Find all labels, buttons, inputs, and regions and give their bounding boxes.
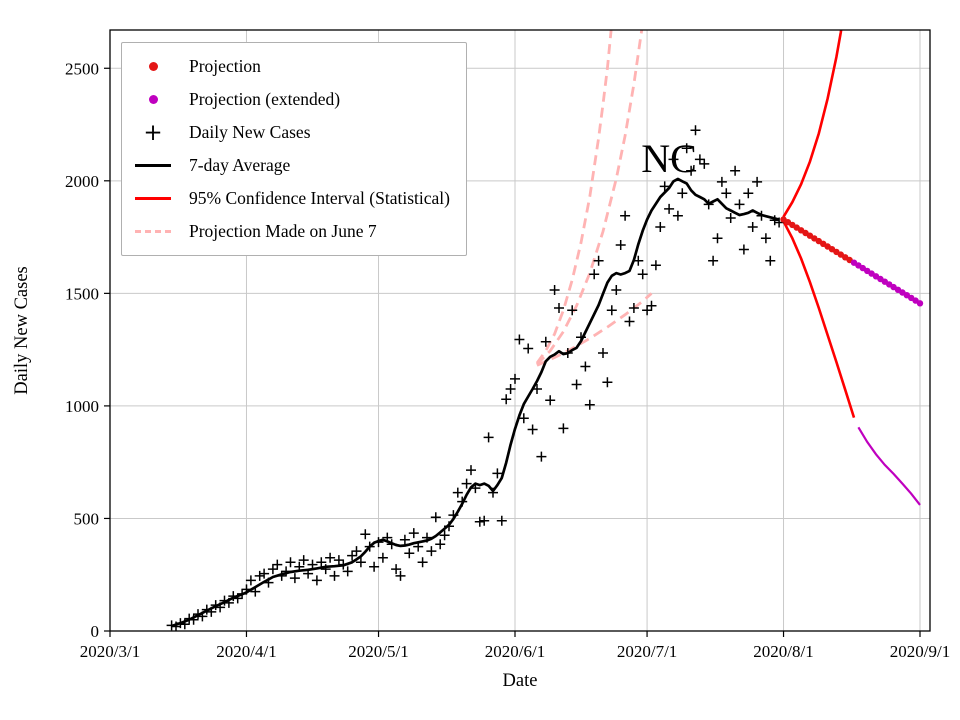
ci-upper-line — [782, 30, 843, 218]
svg-text:1500: 1500 — [65, 284, 99, 303]
legend-marker-cell — [130, 197, 176, 200]
legend-label-projection-extended: Projection (extended) — [189, 89, 341, 109]
ci-line-icon — [135, 197, 171, 200]
legend-label-daily-new-cases: Daily New Cases — [189, 122, 311, 142]
projection-dot-icon — [148, 62, 158, 71]
ci-lower-extended-line — [857, 426, 921, 506]
legend-item-projection-extended: Projection (extended) — [130, 83, 450, 116]
june7-dash-icon — [135, 230, 171, 233]
x-axis-label: Date — [503, 671, 538, 691]
svg-text:2020/7/1: 2020/7/1 — [617, 642, 677, 661]
june7-projection-line-2 — [536, 292, 653, 367]
legend-item-confidence-interval: 95% Confidence Interval (Statistical) — [130, 182, 450, 215]
legend-item-june7-projection: Projection Made on June 7 — [130, 215, 450, 248]
state-annotation: NC — [641, 136, 697, 181]
svg-text:0: 0 — [91, 622, 100, 641]
extended-dot-icon — [148, 95, 158, 104]
june7-projection-line-1 — [535, 30, 644, 366]
legend-item-7day-average: 7-day Average — [130, 149, 450, 182]
legend-marker-cell — [130, 95, 176, 104]
legend-label-june7-projection: Projection Made on June 7 — [189, 221, 377, 241]
projection-dots — [780, 216, 853, 264]
seven-day-average-line — [171, 177, 780, 628]
legend-marker-cell — [130, 230, 176, 233]
daily-new-cases-markers — [166, 125, 785, 631]
projection-extended-dots — [850, 259, 924, 307]
chart-legend: Projection Projection (extended) + Daily… — [121, 42, 467, 256]
june7-projection-line-0 — [535, 30, 613, 364]
svg-text:2020/4/1: 2020/4/1 — [216, 642, 276, 661]
svg-text:2020/5/1: 2020/5/1 — [348, 642, 408, 661]
y-axis: 0 500 1000 1500 2000 2500 — [65, 59, 110, 641]
legend-label-confidence-interval: 95% Confidence Interval (Statistical) — [189, 188, 450, 208]
plot-series — [166, 30, 924, 631]
legend-label-projection: Projection — [189, 56, 261, 76]
ci-lower-line — [782, 220, 856, 418]
svg-text:2020/6/1: 2020/6/1 — [485, 642, 545, 661]
svg-text:2000: 2000 — [65, 172, 99, 191]
x-axis: 2020/3/1 2020/4/1 2020/5/1 2020/6/1 2020/7/1… — [80, 631, 950, 661]
svg-text:2500: 2500 — [65, 59, 99, 78]
svg-text:2020/8/1: 2020/8/1 — [753, 642, 813, 661]
svg-text:2020/3/1: 2020/3/1 — [80, 642, 140, 661]
svg-text:500: 500 — [74, 509, 100, 528]
axes-box — [109, 29, 931, 632]
legend-marker-cell — [130, 164, 176, 167]
legend-marker-cell: + — [130, 119, 176, 146]
y-axis-label: Daily New Cases — [12, 266, 32, 394]
legend-marker-cell — [130, 62, 176, 71]
legend-label-7day-average: 7-day Average — [189, 155, 291, 175]
average-line-icon — [135, 164, 171, 167]
svg-text:1000: 1000 — [65, 397, 99, 416]
plus-marker-icon: + — [143, 119, 163, 146]
svg-text:2020/9/1: 2020/9/1 — [890, 642, 950, 661]
legend-item-daily-new-cases: + Daily New Cases — [130, 116, 450, 149]
legend-item-projection: Projection — [130, 50, 450, 83]
